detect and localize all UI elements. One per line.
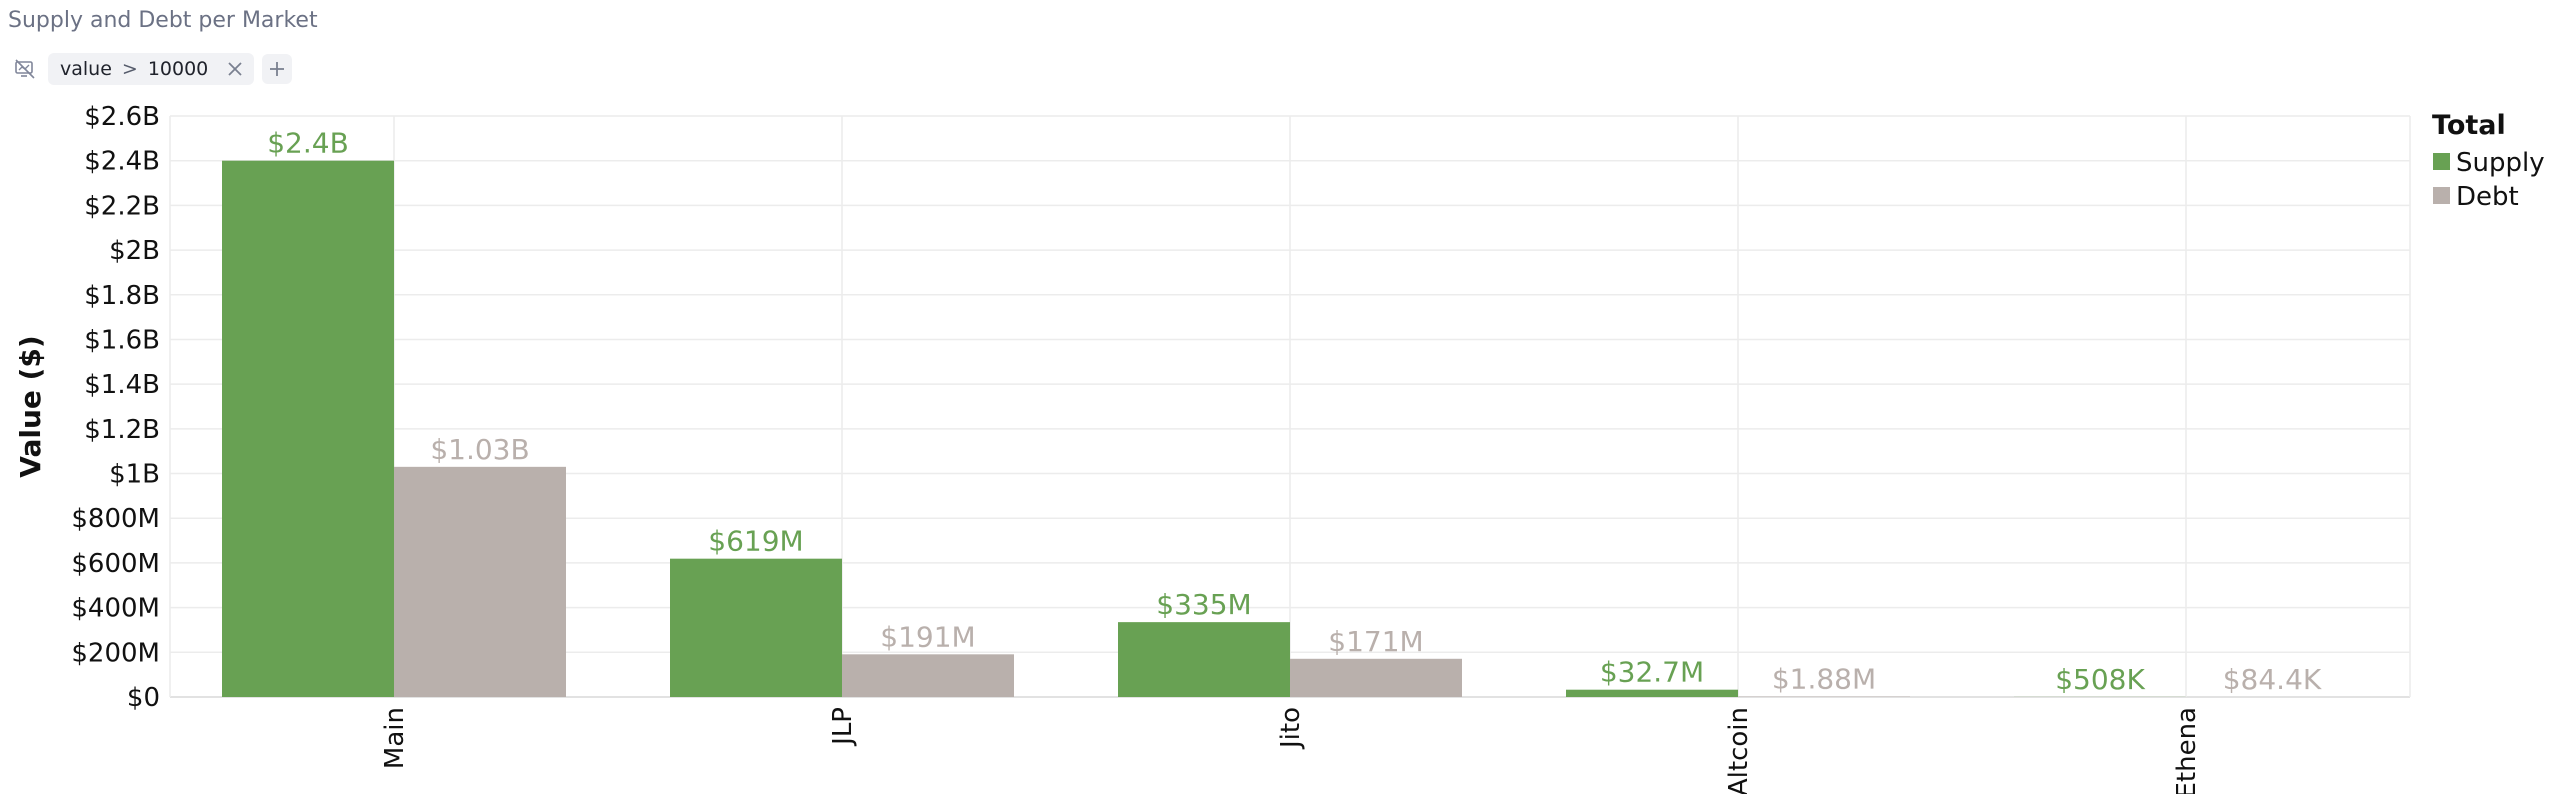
close-icon[interactable] bbox=[226, 60, 244, 78]
bar-supply bbox=[670, 558, 842, 697]
y-axis-label: Value ($) bbox=[14, 335, 47, 477]
legend-swatch bbox=[2433, 187, 2450, 204]
y-tick-label: $1.4B bbox=[84, 370, 160, 400]
filter-chip[interactable]: value > 10000 bbox=[48, 53, 255, 85]
y-tick-label: $600M bbox=[71, 549, 160, 579]
y-tick-label: $1B bbox=[109, 460, 160, 490]
bar-supply bbox=[1118, 622, 1290, 697]
legend-title: Total bbox=[2432, 110, 2506, 141]
y-tick-label: $800M bbox=[71, 504, 160, 534]
y-tick-label: $1.6B bbox=[84, 325, 160, 355]
x-tick-label: Altcoin bbox=[1724, 707, 1754, 794]
y-axis-ticks: $0 $200M $400M $600M $800M $1B $1.2B $1.4B $1.6B… bbox=[71, 102, 160, 713]
x-tick-label: JLP bbox=[828, 707, 858, 747]
data-label: $335M bbox=[1156, 588, 1251, 621]
bar-debt bbox=[1290, 658, 1462, 697]
filter-field: value bbox=[60, 58, 112, 80]
y-tick-label: $2B bbox=[109, 236, 160, 266]
y-tick-label: $200M bbox=[71, 638, 160, 668]
y-tick-label: $2.4B bbox=[84, 147, 160, 177]
data-label: $508K bbox=[2055, 663, 2145, 696]
bar-supply bbox=[222, 160, 394, 697]
data-label: $191M bbox=[880, 620, 975, 653]
bar-debt bbox=[394, 466, 566, 697]
data-label: $32.7M bbox=[1600, 656, 1704, 689]
page-title: Supply and Debt per Market bbox=[8, 8, 318, 33]
data-labels: $2.4B $1.03B $619M $191M $335M $171M $32.7M $1.… bbox=[267, 127, 2322, 696]
legend-swatch bbox=[2433, 153, 2450, 170]
y-tick-label: $0 bbox=[127, 683, 160, 713]
filter-off-icon[interactable] bbox=[10, 54, 40, 84]
y-tick-label: $2.2B bbox=[84, 191, 160, 221]
bar-debt bbox=[842, 654, 1014, 697]
filter-operator: > bbox=[121, 58, 138, 80]
x-tick-label: Ethena bbox=[2172, 707, 2202, 794]
filter-value: 10000 bbox=[147, 58, 209, 80]
bars bbox=[222, 160, 2358, 697]
x-axis-ticks: Main JLP Jito Altcoin Ethena bbox=[380, 707, 2202, 794]
y-tick-label: $400M bbox=[71, 594, 160, 624]
x-tick-label: Main bbox=[380, 707, 410, 769]
data-label: $2.4B bbox=[267, 127, 349, 160]
data-label: $1.88M bbox=[1772, 663, 1876, 696]
add-filter-button[interactable] bbox=[262, 54, 293, 84]
filter-bar: value > 10000 bbox=[10, 52, 293, 86]
data-label: $1.03B bbox=[430, 433, 529, 466]
data-label: $84.4K bbox=[2223, 663, 2322, 696]
legend: Total Supply Debt bbox=[2432, 110, 2545, 212]
bar-supply bbox=[1566, 689, 1738, 697]
legend-entry: Supply bbox=[2456, 148, 2545, 178]
y-tick-label: $2.6B bbox=[84, 102, 160, 132]
y-tick-label: $1.2B bbox=[84, 415, 160, 445]
data-label: $171M bbox=[1328, 625, 1423, 658]
data-label: $619M bbox=[708, 525, 803, 558]
plus-icon bbox=[270, 62, 285, 76]
x-tick-label: Jito bbox=[1276, 707, 1306, 750]
legend-entry: Debt bbox=[2456, 182, 2519, 212]
y-tick-label: $1.8B bbox=[84, 281, 160, 311]
